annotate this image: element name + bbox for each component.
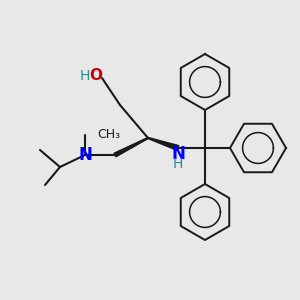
Text: O: O xyxy=(89,68,103,83)
Text: CH₃: CH₃ xyxy=(97,128,120,142)
Text: N: N xyxy=(78,146,92,164)
Polygon shape xyxy=(114,138,148,157)
Text: N: N xyxy=(171,145,185,163)
Text: H: H xyxy=(173,157,183,171)
Text: H: H xyxy=(80,69,90,83)
Polygon shape xyxy=(148,137,179,150)
